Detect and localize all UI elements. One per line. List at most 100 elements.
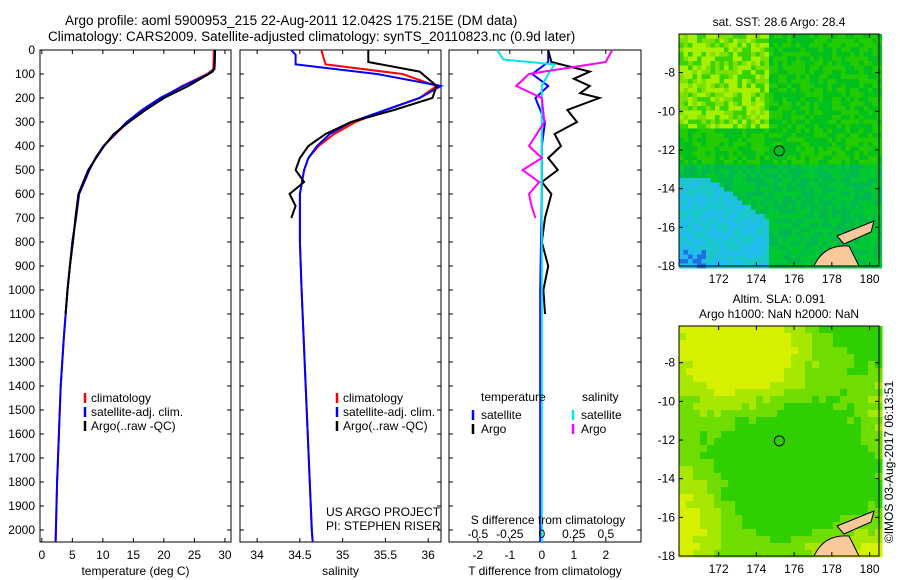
map-cell <box>872 128 878 134</box>
map-cell <box>791 515 799 523</box>
map-cell <box>832 92 837 98</box>
map-cell <box>679 417 687 425</box>
map-cell <box>818 169 824 174</box>
map-cell <box>724 56 729 62</box>
map-cell <box>836 160 842 165</box>
map-cell <box>805 74 810 80</box>
map-cell <box>715 83 720 89</box>
map-cell <box>756 403 764 411</box>
map-cell <box>845 65 851 71</box>
map-cell <box>778 205 783 210</box>
map-cell <box>749 417 757 425</box>
map-cell <box>742 347 750 355</box>
map-cell <box>854 254 860 260</box>
map-cell <box>872 34 878 39</box>
map-cell <box>796 142 801 147</box>
map-cell <box>728 438 736 446</box>
map-cell <box>778 146 783 152</box>
lat-tick-label: -8 <box>664 356 675 370</box>
map-cell <box>859 128 864 134</box>
map-cell <box>770 417 778 425</box>
map-cell <box>714 529 722 537</box>
map-cell <box>819 508 827 516</box>
series-line-s-satellite <box>496 49 557 542</box>
map-cell <box>679 164 684 170</box>
y-tick-label: 1900 <box>8 499 35 513</box>
map-cell <box>742 515 750 523</box>
map-cell <box>854 389 862 397</box>
map-cell <box>742 487 750 495</box>
map-cell <box>742 160 747 165</box>
map-cell <box>700 347 708 355</box>
y-tick-label: 100 <box>15 67 35 81</box>
map-cell <box>850 187 855 192</box>
map-cell <box>724 227 729 233</box>
map-cell <box>809 38 815 44</box>
map-cell <box>688 119 693 125</box>
map-cell <box>859 142 864 147</box>
map-cell <box>805 187 810 192</box>
map-cell <box>773 70 779 75</box>
map-cell <box>773 115 779 120</box>
map-cell <box>836 232 842 237</box>
map-cell <box>764 155 770 161</box>
map-cell <box>688 169 693 174</box>
map-cell <box>782 232 788 237</box>
map-cell <box>719 52 725 57</box>
map-cell <box>693 417 701 425</box>
map-cell <box>714 410 722 418</box>
map-cell <box>814 97 819 102</box>
map-cell <box>805 92 810 98</box>
map-cell <box>679 119 684 125</box>
map-cell <box>861 529 869 537</box>
map-cell <box>814 124 819 129</box>
map-cell <box>850 160 855 165</box>
map-cell <box>841 61 846 66</box>
map-cell <box>751 187 756 192</box>
map-cell <box>796 151 801 156</box>
map-cell <box>751 137 756 143</box>
map-cell <box>791 151 797 156</box>
map-cell <box>746 164 752 170</box>
land-shape <box>813 245 860 267</box>
map-cell <box>692 205 698 210</box>
map-cell <box>751 70 756 75</box>
map-cell <box>679 209 684 215</box>
map-cell <box>751 218 756 224</box>
map-cell <box>679 431 687 439</box>
map-cell <box>683 155 689 161</box>
map-cell <box>733 196 738 201</box>
map-cell <box>679 515 687 523</box>
map-cell <box>763 375 771 383</box>
map-cell <box>818 178 824 183</box>
map-cell <box>724 250 729 255</box>
map-cell <box>854 431 862 439</box>
map-cell <box>724 74 729 80</box>
map-cell <box>679 214 684 219</box>
map-cell <box>791 245 797 251</box>
map-cell <box>859 236 864 242</box>
map-cell <box>728 83 734 89</box>
map-cell <box>868 56 873 62</box>
map-cell <box>746 146 752 152</box>
map-cell <box>688 38 693 44</box>
map-cell <box>832 74 837 80</box>
map-cell <box>845 137 851 143</box>
map-cell <box>791 209 797 215</box>
map-cell <box>764 209 770 215</box>
map-cell <box>728 65 734 71</box>
map-cell <box>686 326 694 334</box>
map-cell <box>784 480 792 488</box>
map-cell <box>805 52 810 57</box>
map-cell <box>701 227 707 233</box>
map-cell <box>688 47 693 53</box>
map-cell <box>693 480 701 488</box>
map-cell <box>715 47 720 53</box>
map-cell <box>805 115 810 120</box>
map-cell <box>826 410 834 418</box>
map-cell <box>715 146 720 152</box>
map-cell <box>800 133 806 138</box>
lat-tick-label: -14 <box>658 182 676 196</box>
map-cell <box>854 245 860 251</box>
map-cell <box>735 515 743 523</box>
